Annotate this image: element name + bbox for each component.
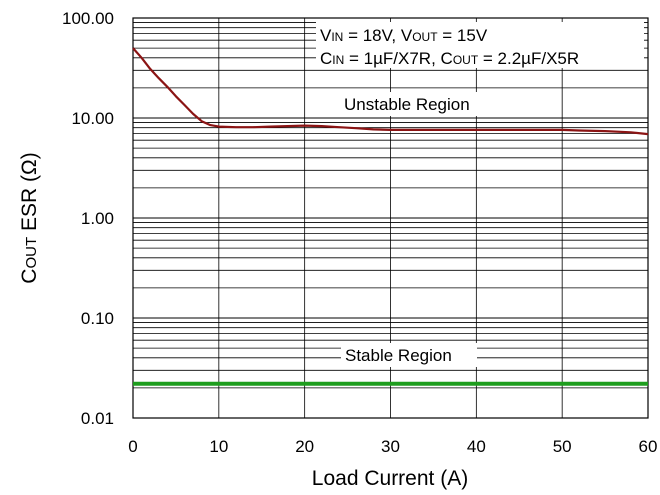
conditions-line-2: CIN = 1µF/X7R, COUT = 2.2µF/X5R bbox=[320, 49, 579, 68]
series-layer bbox=[132, 47, 649, 386]
y-tick-label: 0.01 bbox=[81, 409, 114, 428]
y-tick-label: 100.00 bbox=[62, 9, 114, 28]
conditions-line-1: VIN = 18V, VOUT = 15V bbox=[320, 26, 488, 45]
x-tick-label: 0 bbox=[128, 437, 137, 456]
y-tick-labels: 0.01 0.10 1.00 10.00 100.00 bbox=[62, 9, 114, 428]
x-axis-label: Load Current (A) bbox=[312, 467, 468, 490]
y-tick-label: 0.10 bbox=[81, 309, 114, 328]
x-tick-label: 60 bbox=[639, 437, 658, 456]
stable-region-label: Stable Region bbox=[345, 346, 452, 365]
unstable-label-bg bbox=[340, 92, 502, 116]
annotation-text: C bbox=[320, 49, 332, 68]
subscript-text: OUT bbox=[412, 30, 438, 44]
x-tick-label: 40 bbox=[467, 437, 486, 456]
stable-label-bg bbox=[341, 343, 477, 367]
x-tick-label: 50 bbox=[553, 437, 572, 456]
subscript-text: IN bbox=[331, 30, 343, 44]
y-label-text: ESR (Ω) bbox=[18, 152, 41, 237]
conditions-box-bg bbox=[316, 22, 644, 68]
annotation-text: = 2.2µF/X5R bbox=[478, 49, 579, 68]
y-label-subscript: OUT bbox=[23, 237, 40, 269]
subscript-text: IN bbox=[332, 53, 344, 67]
annotation-text: V bbox=[320, 26, 332, 45]
esr-upper-limit-line bbox=[132, 47, 649, 136]
annotation-text: = 15V bbox=[438, 26, 488, 45]
x-tick-label: 30 bbox=[381, 437, 400, 456]
y-tick-label: 1.00 bbox=[81, 209, 114, 228]
unstable-region-label: Unstable Region bbox=[344, 95, 470, 114]
x-tick-labels: 0 10 20 30 40 50 60 bbox=[128, 437, 657, 456]
y-tick-label: 10.00 bbox=[71, 109, 114, 128]
annotation-text: = 1µF/X7R, C bbox=[344, 49, 453, 68]
plot-area-frame bbox=[132, 17, 649, 419]
subscript-text: OUT bbox=[453, 53, 479, 67]
x-tick-label: 20 bbox=[295, 437, 314, 456]
x-tick-label: 10 bbox=[209, 437, 228, 456]
y-axis-label: COUT ESR (Ω) bbox=[18, 152, 41, 283]
annotation-text: = 18V, V bbox=[343, 26, 413, 45]
y-label-text: C bbox=[18, 269, 41, 284]
grid-lines bbox=[132, 18, 649, 419]
